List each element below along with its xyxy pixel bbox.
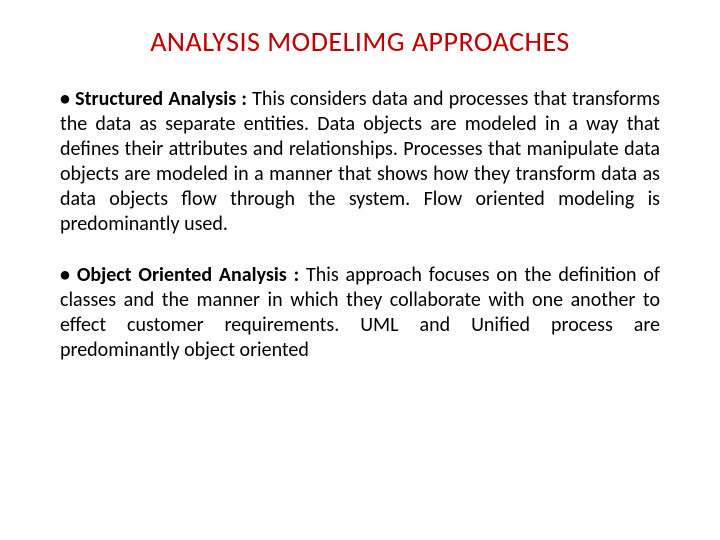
bullet-item-2: • Object Oriented Analysis : This approa… <box>60 263 660 363</box>
slide-title: ANALYSIS MODELIMG APPROACHES <box>60 24 660 59</box>
bullet-heading-1: Structured Analysis : <box>75 87 252 111</box>
slide: ANALYSIS MODELIMG APPROACHES • Structure… <box>0 0 720 540</box>
bullet-marker: • <box>60 263 77 287</box>
bullet-heading-2: Object Oriented Analysis : <box>77 263 306 287</box>
bullet-marker: • <box>60 87 75 111</box>
bullet-item-1: • Structured Analysis : This considers d… <box>60 87 660 237</box>
